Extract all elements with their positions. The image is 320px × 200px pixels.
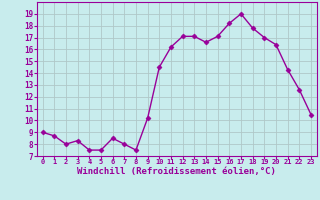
X-axis label: Windchill (Refroidissement éolien,°C): Windchill (Refroidissement éolien,°C) xyxy=(77,167,276,176)
